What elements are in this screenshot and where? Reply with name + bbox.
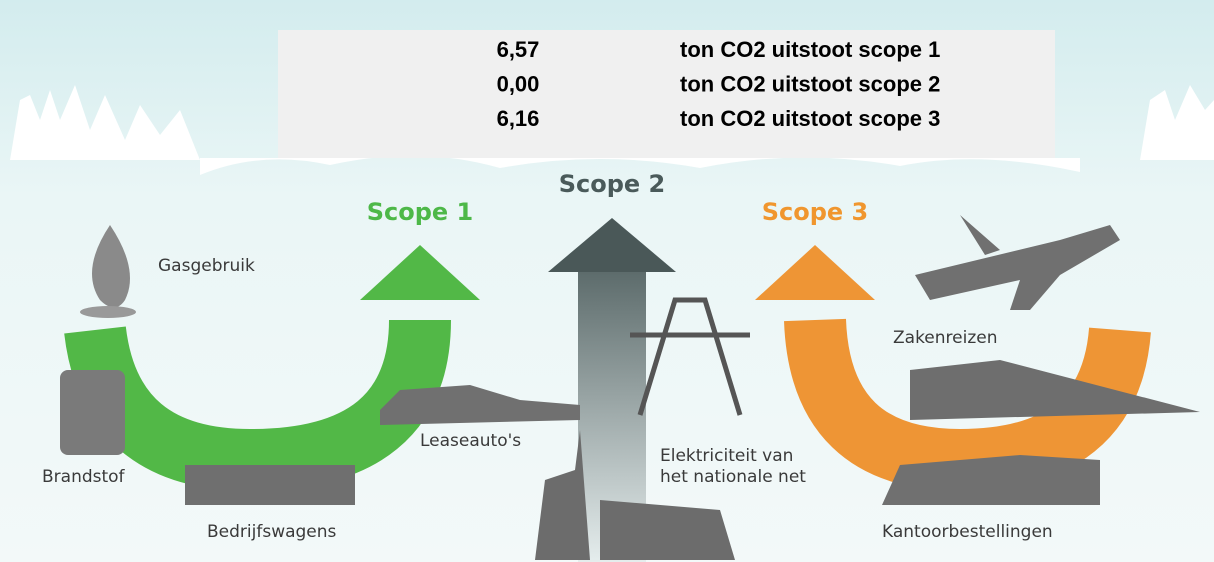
scope-label: Scope 1 (367, 198, 474, 226)
page: {"summary": {"rows": [ {"value": "6,57",… (0, 0, 1214, 562)
item-label: Elektriciteit van (660, 446, 793, 466)
item-label: Brandstof (42, 467, 126, 487)
burner-icon (80, 306, 136, 318)
row-value: 6,57 (497, 37, 540, 62)
body: 6,57 ton CO2 uitstoot scope 1 0,00 ton CO2 … (0, 0, 1214, 562)
scope-label: Scope 3 (762, 198, 869, 226)
row-value: 6,16 (497, 106, 540, 131)
infographic: 6,57 ton CO2 uitstoot scope 1 0,00 ton CO2 … (0, 0, 1214, 562)
item-label: Gasgebruik (158, 256, 255, 276)
barrel-icon (60, 370, 125, 455)
item-label: Zakenreizen (893, 328, 998, 348)
item-label: Kantoorbestellingen (882, 522, 1053, 542)
truck-icon (185, 465, 355, 505)
item-label: Leaseauto's (420, 431, 521, 451)
scope-label: Scope 2 (559, 170, 666, 198)
row-label: ton CO2 uitstoot scope 3 (680, 106, 940, 131)
item-label: het nationale net (660, 467, 806, 487)
item-label: Bedrijfswagens (207, 522, 337, 542)
row-value: 0,00 (497, 72, 540, 97)
row-label: ton CO2 uitstoot scope 1 (680, 37, 940, 62)
row-label: ton CO2 uitstoot scope 2 (680, 72, 940, 97)
